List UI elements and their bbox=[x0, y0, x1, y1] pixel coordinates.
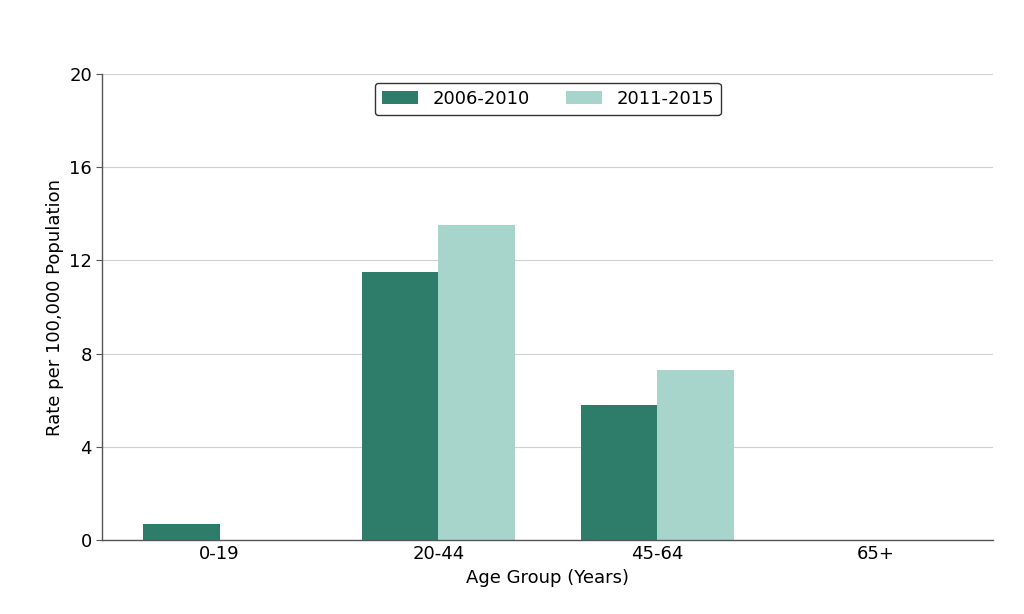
Legend: 2006-2010, 2011-2015: 2006-2010, 2011-2015 bbox=[375, 83, 721, 115]
Bar bbox=[657, 370, 734, 540]
X-axis label: Age Group (Years): Age Group (Years) bbox=[466, 569, 630, 587]
Bar bbox=[143, 524, 219, 540]
Y-axis label: Rate per 100,000 Population: Rate per 100,000 Population bbox=[45, 179, 63, 435]
Bar bbox=[581, 405, 657, 540]
Bar bbox=[361, 272, 438, 540]
Bar bbox=[438, 225, 515, 540]
